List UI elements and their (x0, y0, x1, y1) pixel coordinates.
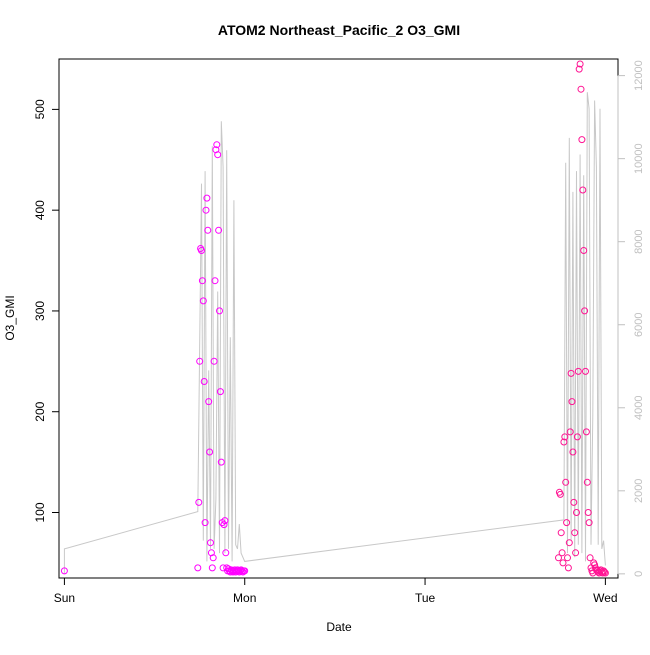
axes-layer: Sun Mon Tue Wed 100 200 300 400 500 0 2000 4000 6000… (33, 58, 645, 605)
o3-point (205, 398, 213, 406)
y2-tick-label: 2000 (633, 479, 645, 503)
o3-point (558, 549, 566, 557)
plot-frame (58, 58, 619, 579)
o3-point (220, 521, 228, 529)
o3-point (561, 433, 569, 441)
o3-point (573, 509, 580, 516)
o3-point (207, 539, 214, 547)
o3-point (208, 564, 216, 572)
o3-point (577, 85, 585, 93)
o3-point (216, 388, 224, 396)
o3-point (576, 60, 584, 68)
o3-point (195, 498, 203, 506)
o3-point (241, 567, 249, 575)
chart-title: ATOM2 Northeast_Pacific_2 O3_GMI (218, 22, 460, 38)
y-tick-label: 200 (33, 401, 47, 421)
o3-point (206, 448, 214, 456)
y2-tick-label: 8000 (633, 229, 645, 253)
o3-point (567, 369, 575, 377)
o3-point (194, 564, 202, 572)
o3-point (209, 554, 217, 562)
o3-point (571, 529, 579, 537)
o3-point (601, 569, 609, 577)
x-tick-label: Tue (415, 591, 436, 605)
o3-point (198, 247, 205, 254)
o3-point (198, 277, 206, 285)
o3-point (582, 367, 589, 375)
o3-point (569, 448, 577, 456)
o3-point (564, 564, 572, 572)
x-tick-label: Mon (233, 591, 256, 605)
o3-point (574, 367, 582, 375)
y2-tick-label: 12000 (633, 60, 645, 91)
o3-point (585, 519, 593, 527)
o3-point (221, 517, 229, 525)
o3-point (204, 226, 212, 234)
y-tick-label: 400 (33, 200, 47, 220)
y-tick-label: 100 (33, 502, 47, 522)
o3-point (217, 458, 225, 466)
o3-point (563, 519, 571, 527)
o3-point (196, 357, 204, 365)
o3-point (568, 398, 576, 406)
o3-point (60, 567, 68, 575)
o3-point (580, 247, 588, 254)
x-tick-label: Sun (54, 591, 75, 605)
o3-point (584, 509, 592, 516)
o3-point (573, 433, 581, 441)
o3-point (199, 297, 207, 305)
o3-point (579, 186, 587, 194)
y2-tick-label: 0 (633, 571, 645, 577)
o3-point (562, 478, 570, 486)
o3-point (581, 307, 589, 315)
y2-tick-label: 6000 (633, 312, 645, 336)
o3-point (555, 554, 562, 562)
o3-point (211, 277, 219, 285)
o3-point (586, 554, 594, 562)
y-axis-label: O3_GMI (3, 295, 17, 340)
o3-point (601, 568, 608, 576)
o3-point (200, 378, 208, 385)
o3-point (214, 151, 222, 159)
o3-point (583, 478, 591, 486)
o3-point (598, 568, 606, 576)
x-axis-label: Date (326, 620, 352, 634)
y-tick-label: 500 (33, 99, 47, 119)
o3-point (215, 226, 223, 234)
o3-point (600, 567, 608, 575)
o3-point (570, 498, 578, 506)
o3-point (566, 428, 574, 436)
o3-point (202, 206, 210, 214)
o3-point (201, 519, 209, 527)
o3-point (210, 357, 218, 365)
series-layer (60, 60, 609, 577)
o3-point (564, 554, 571, 562)
x-tick-label: Wed (593, 591, 617, 605)
o3-point (582, 428, 590, 436)
o3-point (222, 549, 230, 557)
o3-point (559, 559, 567, 567)
o3-point (239, 568, 247, 576)
o3-point (575, 65, 583, 73)
o3-point (557, 529, 565, 537)
o3-point (203, 194, 211, 202)
y2-tick-label: 10000 (633, 143, 645, 174)
o3-point (578, 136, 586, 144)
o3-point (213, 141, 221, 149)
altitude-line (63, 92, 606, 574)
o3-point (216, 307, 223, 315)
y2-tick-label: 4000 (633, 396, 645, 420)
o3-point (556, 490, 564, 498)
o3-point (560, 438, 568, 446)
y-tick-label: 300 (33, 301, 47, 321)
o3-point (572, 549, 580, 557)
o3-point (565, 539, 573, 547)
